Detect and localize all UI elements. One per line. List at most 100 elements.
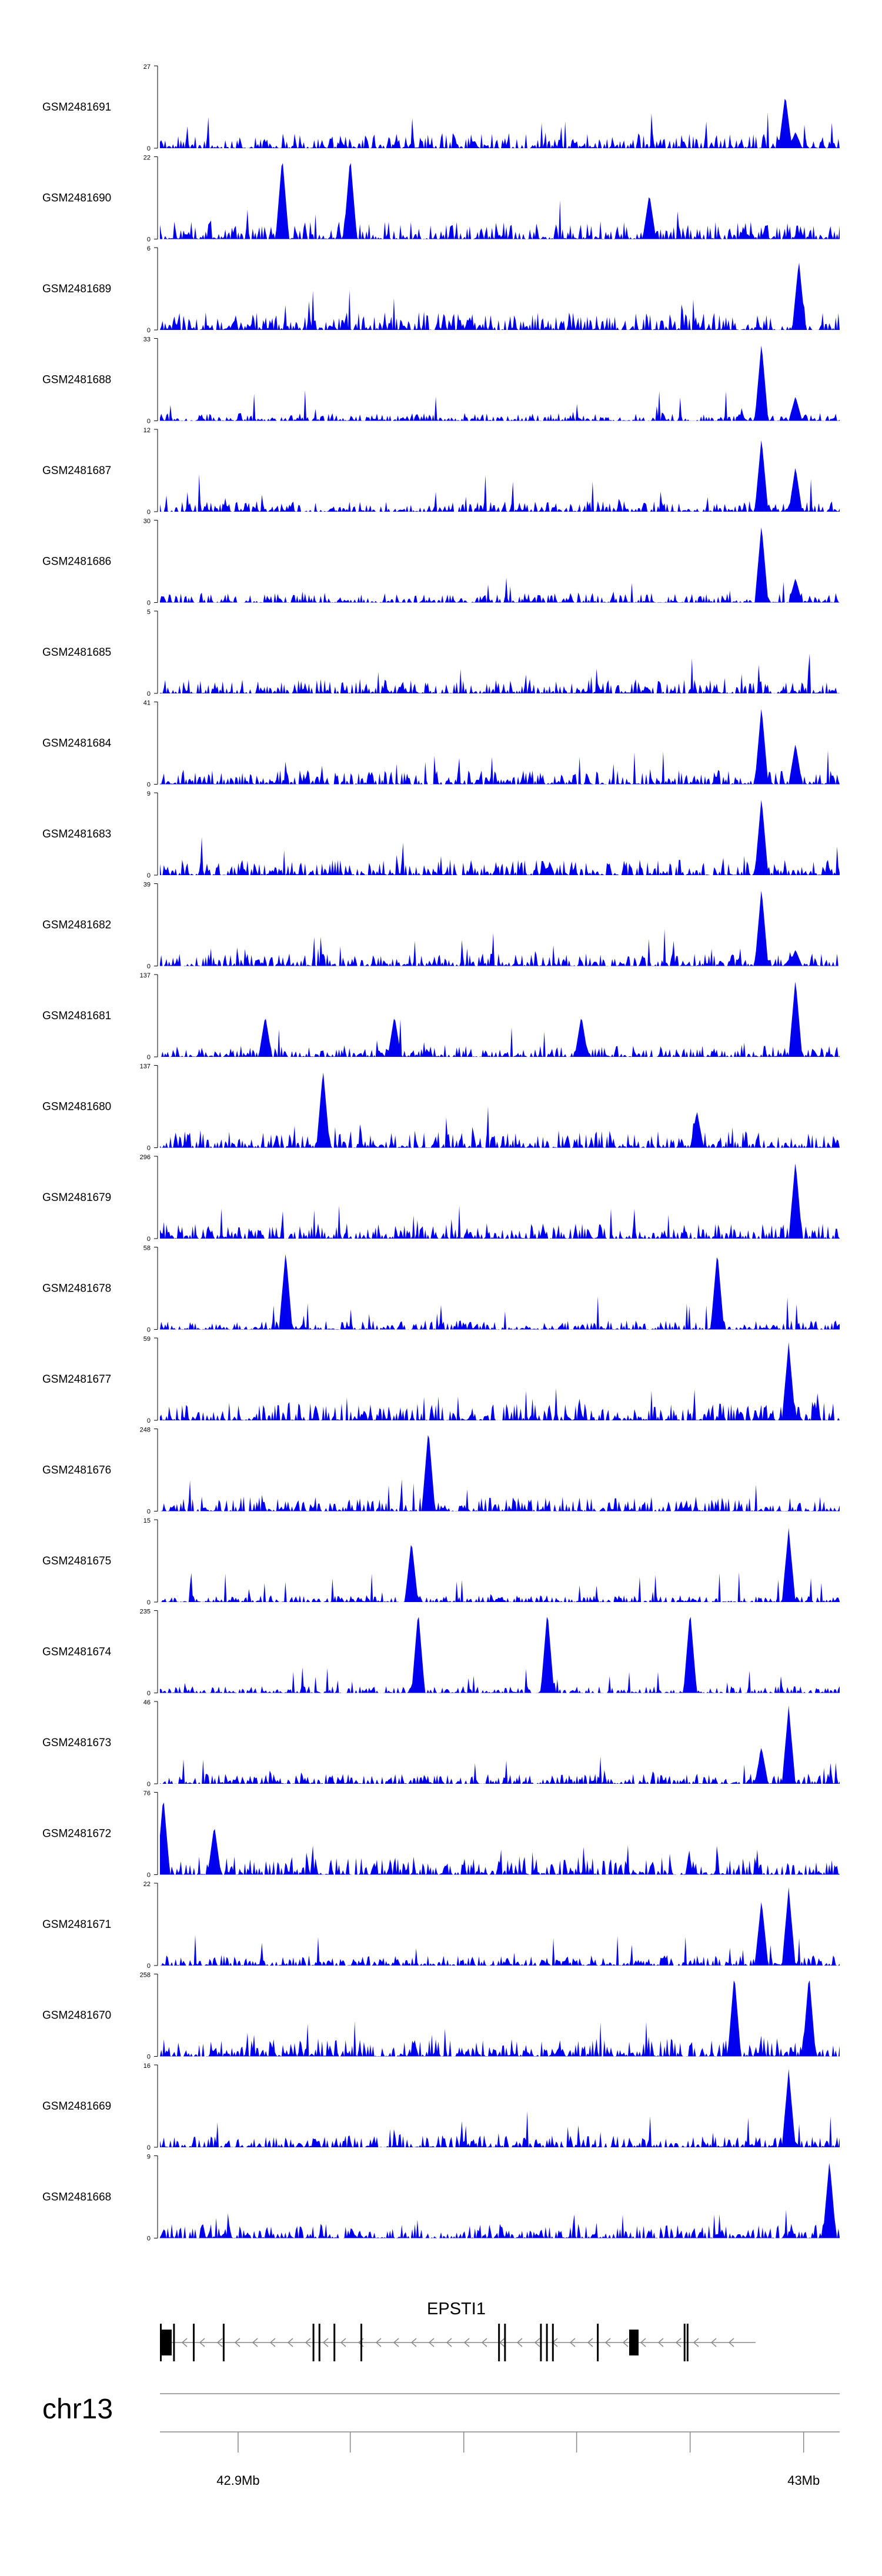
y-min-label: 0 — [147, 2144, 151, 2151]
coverage-area — [160, 2163, 840, 2238]
track-GSM2481670: GSM2481670 258 0 — [42, 1972, 840, 2061]
y-min-label: 0 — [147, 1872, 151, 1879]
coverage-area — [160, 1706, 840, 1784]
coverage-area — [160, 1617, 840, 1693]
coverage-area — [160, 1980, 840, 2057]
track-label: GSM2481684 — [42, 738, 112, 750]
exon-mark — [318, 2324, 320, 2361]
exon-mark — [192, 2324, 195, 2361]
strand-chevron — [516, 2338, 523, 2347]
y-min-label: 0 — [147, 327, 151, 334]
track-label: GSM2481677 — [42, 1373, 111, 1386]
axis-tick-label: 42.9Mb — [216, 2473, 259, 2488]
exon-mark — [683, 2324, 686, 2361]
coverage-area — [160, 2069, 840, 2147]
track-label: GSM2481668 — [42, 2191, 111, 2204]
y-min-label: 0 — [147, 782, 151, 789]
y-min-label: 0 — [147, 600, 151, 607]
track-GSM2481680: GSM2481680 137 0 — [42, 1063, 840, 1152]
track-label: GSM2481678 — [42, 1283, 111, 1295]
track-label: GSM2481670 — [42, 2010, 111, 2022]
strand-chevron — [675, 2338, 681, 2347]
y-max-label: 58 — [143, 1245, 151, 1252]
track-GSM2481672: GSM2481672 76 0 — [42, 1790, 840, 1879]
y-min-label: 0 — [147, 2235, 151, 2243]
strand-chevron — [252, 2338, 258, 2347]
coverage-area — [160, 262, 840, 330]
track-GSM2481686: GSM2481686 30 0 — [42, 518, 840, 607]
strand-chevron — [728, 2338, 734, 2347]
track-label: GSM2481690 — [42, 192, 111, 205]
y-min-label: 0 — [147, 1963, 151, 1970]
track-GSM2481684: GSM2481684 41 0 — [42, 700, 840, 789]
track-GSM2481669: GSM2481669 16 0 — [42, 2063, 840, 2151]
coverage-area — [160, 1435, 840, 1511]
strand-chevron — [393, 2338, 399, 2347]
track-label: GSM2481682 — [42, 919, 111, 932]
track-label: GSM2481676 — [42, 1464, 111, 1477]
strand-chevron — [640, 2338, 646, 2347]
chromosome-label: chr13 — [42, 2394, 113, 2425]
y-max-label: 16 — [143, 2063, 151, 2070]
track-label: GSM2481675 — [42, 1555, 111, 1567]
y-min-label: 0 — [147, 418, 151, 425]
coverage-area — [160, 1887, 840, 1966]
y-max-label: 30 — [143, 518, 151, 525]
y-max-label: 33 — [143, 336, 151, 343]
y-max-label: 248 — [140, 1427, 151, 1434]
y-min-label: 0 — [147, 1599, 151, 1606]
y-max-label: 27 — [143, 64, 151, 71]
y-min-label: 0 — [147, 963, 151, 970]
y-max-label: 258 — [140, 1972, 151, 1979]
y-min-label: 0 — [147, 509, 151, 516]
y-max-label: 46 — [143, 1699, 151, 1706]
y-max-label: 22 — [143, 155, 151, 162]
track-label: GSM2481687 — [42, 465, 111, 477]
strand-chevron — [234, 2338, 240, 2347]
coverage-area — [160, 1072, 840, 1148]
y-max-label: 137 — [140, 972, 151, 979]
y-min-label: 0 — [147, 1781, 151, 1788]
track-GSM2481679: GSM2481679 296 0 — [42, 1154, 840, 1243]
track-label: GSM2481681 — [42, 1010, 111, 1022]
track-GSM2481681: GSM2481681 137 0 — [42, 972, 840, 1061]
y-max-label: 6 — [147, 245, 151, 252]
exon-mark — [360, 2324, 363, 2361]
exon-mark — [597, 2324, 599, 2361]
gene-name: EPSTI1 — [427, 2300, 486, 2318]
utr-exon-block — [160, 2330, 172, 2355]
y-max-label: 76 — [143, 1790, 151, 1797]
y-max-label: 41 — [143, 700, 151, 707]
strand-chevron — [604, 2338, 611, 2347]
strand-chevron — [287, 2338, 293, 2347]
coverage-area — [160, 1163, 840, 1239]
coverage-area — [160, 99, 840, 148]
y-min-label: 0 — [147, 1417, 151, 1424]
exon-block — [629, 2330, 639, 2355]
coverage-area — [160, 982, 840, 1057]
strand-chevron — [534, 2338, 540, 2347]
strand-chevron — [322, 2338, 329, 2347]
coverage-area — [160, 709, 840, 785]
strand-chevron — [428, 2338, 435, 2347]
track-GSM2481675: GSM2481675 15 0 — [42, 1517, 840, 1606]
strand-chevron — [463, 2338, 470, 2347]
exon-mark — [222, 2324, 225, 2361]
track-GSM2481668: GSM2481668 9 0 — [42, 2154, 840, 2243]
track-GSM2481688: GSM2481688 33 0 — [42, 336, 840, 425]
strand-chevron — [622, 2338, 629, 2347]
coverage-area — [160, 527, 840, 603]
axis-tick-label: 43Mb — [787, 2473, 820, 2488]
strand-chevron — [199, 2338, 205, 2347]
track-GSM2481682: GSM2481682 39 0 — [42, 882, 840, 970]
y-min-label: 0 — [147, 145, 151, 152]
track-GSM2481678: GSM2481678 58 0 — [42, 1245, 840, 1334]
track-label: GSM2481671 — [42, 1918, 111, 1931]
y-min-label: 0 — [147, 236, 151, 243]
exon-mark — [173, 2324, 175, 2361]
track-GSM2481689: GSM2481689 6 0 — [42, 245, 840, 334]
strand-chevron — [375, 2338, 382, 2347]
track-label: GSM2481680 — [42, 1101, 111, 1113]
y-max-label: 15 — [143, 1517, 151, 1524]
gene-model-track: EPSTI1 — [160, 2300, 756, 2361]
